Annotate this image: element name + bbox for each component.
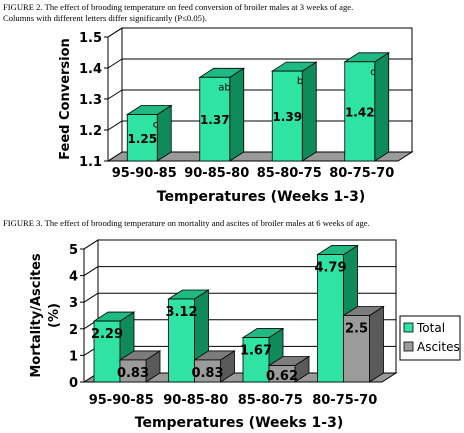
ascites-data-label: 0.62 — [266, 369, 298, 384]
y-tick-label: 1 — [69, 349, 78, 364]
x-tick-label: 80-75-70 — [312, 393, 377, 408]
ascites-bar — [342, 305, 385, 383]
x-tick-label: 85-80-75 — [257, 166, 322, 181]
x-tick-label: 90-85-80 — [163, 393, 228, 408]
total-bar-front — [168, 298, 195, 383]
feed-bar-front — [199, 76, 231, 162]
data-label: 1.42 — [345, 105, 375, 119]
x-tick-label: 90-85-80 — [184, 166, 249, 181]
significance-letter: c — [153, 120, 159, 131]
feed-bar — [125, 104, 173, 162]
total-data-label: 2.29 — [91, 327, 123, 342]
figure2-caption-line1: FIGURE 2. The effect of brooding tempera… — [3, 2, 354, 12]
feed-bar — [270, 61, 318, 162]
feed-bar-side — [156, 104, 172, 162]
x-tick-label: 85-80-75 — [238, 393, 303, 408]
feed-conversion-chart: 1.11.21.31.41.51.25c 1.37ab1.39b1.42c95-9… — [58, 27, 414, 205]
ascites-bar-front — [194, 359, 221, 383]
gridline-side — [83, 239, 99, 250]
significance-letter: b — [297, 76, 303, 87]
x-axis-title: Temperatures (Weeks 1-3) — [157, 189, 365, 205]
total-bar-front — [242, 337, 270, 383]
gridline-side — [107, 58, 123, 69]
ascites-bar — [267, 355, 311, 383]
y-tick-label: 1.5 — [79, 31, 102, 46]
y-tick-label: 0 — [69, 376, 78, 391]
y-tick-label: 3 — [69, 296, 78, 311]
x-tick-label: 80-75-70 — [329, 166, 394, 181]
y-axis-title-line2: (%) — [47, 303, 62, 328]
y-tick-label: 1.1 — [79, 155, 102, 170]
feed-bar-side — [229, 67, 245, 162]
feed-bar-side — [374, 52, 390, 162]
gridline-side — [83, 266, 99, 277]
feed-bar-front — [344, 61, 376, 162]
figure2-caption-line2: Columns with different letters differ si… — [3, 13, 207, 23]
feed-bar-side — [301, 61, 317, 162]
ascites-bar — [118, 350, 162, 383]
ascites-data-label: 0.83 — [117, 366, 149, 381]
ascites-data-label: 0.83 — [191, 366, 223, 381]
figure3-caption: FIGURE 3. The effect of brooding tempera… — [3, 218, 370, 228]
y-tick-label: 1.4 — [79, 62, 102, 77]
ascites-bar-side — [369, 305, 384, 383]
feed-bar — [343, 52, 391, 162]
ascites-bar-front — [343, 315, 370, 383]
gridline-side — [107, 120, 123, 131]
x-tick-label: 95-90-85 — [89, 393, 154, 408]
x-axis-title: Temperatures (Weeks 1-3) — [135, 415, 343, 431]
gridline-side — [107, 27, 123, 38]
gridline-side — [107, 89, 123, 100]
y-tick-label: 1.3 — [79, 93, 102, 108]
x-tick-label: 95-90-85 — [112, 166, 177, 181]
y-axis-title: Feed Conversion — [58, 38, 73, 160]
significance-letter: ab — [218, 82, 230, 93]
total-bar-front — [93, 320, 121, 383]
y-tick-label: 2 — [69, 323, 78, 338]
feed-bar — [198, 67, 246, 162]
ascites-bar-front — [119, 359, 147, 383]
total-data-label: 4.79 — [314, 261, 346, 276]
legend-label-ascites: Ascites — [417, 340, 460, 354]
ascites-bar — [193, 350, 236, 383]
mortality-ascites-chart: 0 1 2 3 4 5 2.29 0.83 95-90-85 3.12 0.83 90-85-80 1.… — [29, 239, 461, 431]
y-axis-title-line1: Mortality/Ascites — [29, 253, 44, 378]
feed-bar-front — [126, 114, 158, 162]
y-tick-label: 1.2 — [79, 124, 102, 139]
total-data-label: 3.12 — [165, 305, 197, 320]
legend-swatch-total — [403, 322, 414, 333]
data-label: 1.39 — [272, 110, 302, 124]
legend-label-total: Total — [416, 321, 445, 335]
feed-bar-front — [271, 70, 303, 162]
ascites-bar-front — [268, 365, 296, 383]
y-tick-label: 4 — [69, 270, 78, 285]
ascites-data-label: 2.5 — [345, 322, 368, 337]
data-label: 1.25 — [127, 132, 157, 146]
total-data-label: 1.67 — [240, 344, 272, 359]
gridline-side — [83, 292, 99, 303]
y-tick-label: 5 — [69, 243, 78, 258]
legend: Total Ascites — [399, 315, 461, 361]
significance-letter: c — [370, 67, 376, 78]
data-label: 1.37 — [200, 113, 230, 127]
legend-swatch-ascites — [403, 341, 414, 352]
